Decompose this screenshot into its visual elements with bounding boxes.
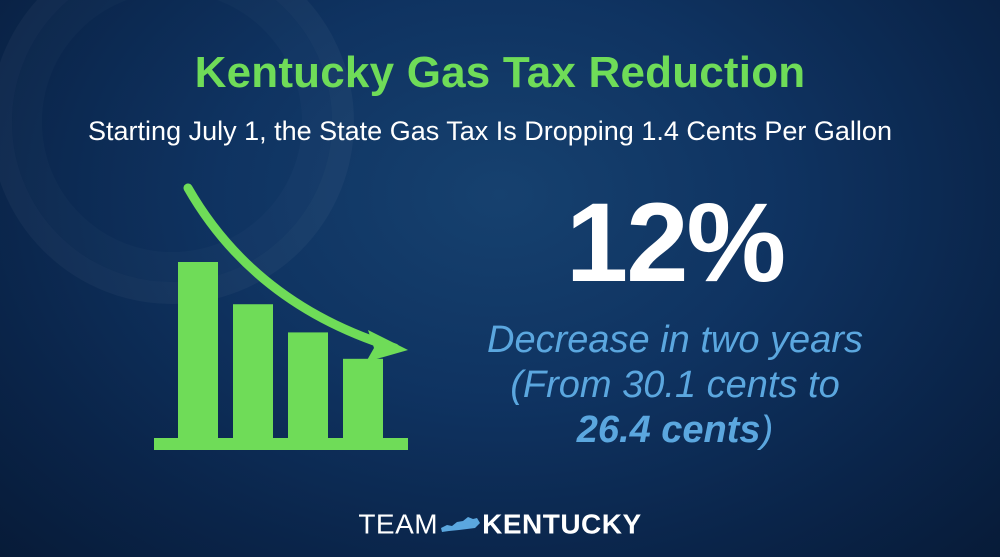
chart-baseline xyxy=(154,438,408,450)
team-kentucky-logo: TEAM KENTUCKY xyxy=(0,507,1000,541)
decrease-percent: 12% xyxy=(565,180,786,305)
down-trend-arrow xyxy=(183,183,400,353)
new-tax-value: 26.4 cents xyxy=(576,409,761,451)
arrow-head xyxy=(366,330,408,362)
chart-bar-4 xyxy=(343,358,383,438)
logo-kentucky-text: KENTUCKY xyxy=(482,508,642,540)
chart-bar-1 xyxy=(178,262,218,438)
chart-bar-3 xyxy=(288,332,328,438)
description-line-2: (From 30.1 cents to xyxy=(510,364,840,406)
logo-team-text: TEAM xyxy=(358,508,439,540)
page-title: Kentucky Gas Tax Reduction xyxy=(194,48,806,97)
kentucky-state-icon xyxy=(441,516,481,532)
page-subtitle: Starting July 1, the State Gas Tax Is Dr… xyxy=(88,116,892,146)
declining-bar-chart-icon xyxy=(154,183,408,450)
chart-bar-2 xyxy=(233,304,273,438)
description-line-3: 26.4 cents) xyxy=(430,408,920,453)
closing-paren: ) xyxy=(760,409,774,451)
decrease-description: Decrease in two years (From 30.1 cents t… xyxy=(430,318,920,453)
description-line-1: Decrease in two years xyxy=(487,319,863,361)
